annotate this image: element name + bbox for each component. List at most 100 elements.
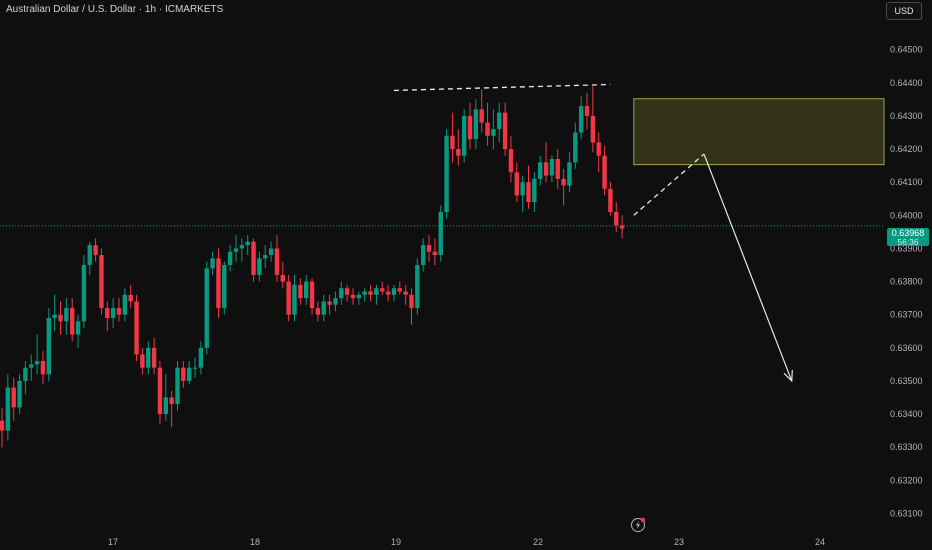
candle-body[interactable] (368, 291, 373, 295)
candle-body[interactable] (438, 212, 443, 256)
candle-body[interactable] (87, 245, 92, 265)
currency-button[interactable]: USD (886, 2, 922, 20)
candle-body[interactable] (450, 135, 455, 150)
candle-body[interactable] (34, 361, 40, 365)
candle-body[interactable] (415, 265, 420, 309)
candle-body[interactable] (514, 172, 519, 196)
lightning-icon[interactable] (630, 517, 646, 533)
symbol-title[interactable]: Australian Dollar / U.S. Dollar · 1h · I… (6, 4, 224, 15)
candle-body[interactable] (567, 162, 572, 186)
candle-body[interactable] (99, 255, 104, 309)
candle-body[interactable] (128, 294, 133, 302)
candle-body[interactable] (327, 301, 332, 305)
candle-body[interactable] (210, 258, 215, 269)
candle-body[interactable] (181, 367, 186, 381)
candle-body[interactable] (75, 321, 81, 335)
candle-body[interactable] (227, 251, 233, 265)
candle-body[interactable] (532, 178, 537, 203)
candle-body[interactable] (573, 132, 578, 163)
candle-body[interactable] (596, 142, 601, 156)
candle-body[interactable] (403, 291, 408, 295)
candle-body[interactable] (432, 251, 438, 256)
candle-body[interactable] (257, 258, 262, 275)
candle-body[interactable] (46, 318, 51, 375)
candle-body[interactable] (549, 159, 555, 176)
candle-body[interactable] (508, 149, 514, 173)
candle-body[interactable] (614, 212, 619, 226)
candle-body[interactable] (362, 291, 367, 295)
candle-body[interactable] (385, 291, 391, 295)
resistance-zone[interactable] (633, 98, 885, 166)
candle-body[interactable] (140, 354, 145, 368)
candle-body[interactable] (456, 149, 461, 156)
candle-body[interactable] (321, 301, 326, 315)
candle-body[interactable] (344, 288, 350, 295)
candle-body[interactable] (356, 294, 362, 299)
candle-body[interactable] (421, 245, 426, 265)
candle-body[interactable] (473, 109, 479, 140)
candle-body[interactable] (40, 361, 46, 375)
candle-body[interactable] (245, 241, 250, 246)
candle-body[interactable] (105, 308, 110, 318)
candle-body[interactable] (198, 347, 204, 368)
candle-body[interactable] (467, 115, 473, 140)
candle-body[interactable] (485, 122, 490, 136)
candle-body[interactable] (339, 288, 344, 299)
candle-body[interactable] (608, 188, 613, 212)
candle-body[interactable] (292, 284, 297, 315)
candle-body[interactable] (555, 159, 560, 179)
candle-body[interactable] (0, 420, 5, 431)
candle-body[interactable] (526, 182, 531, 203)
candle-body[interactable] (374, 288, 379, 295)
candle-body[interactable] (409, 294, 414, 309)
candle-body[interactable] (110, 308, 116, 318)
candle-body[interactable] (222, 265, 227, 309)
candle-body[interactable] (309, 281, 315, 309)
candle-body[interactable] (93, 245, 98, 256)
candle-body[interactable] (380, 288, 385, 292)
candle-body[interactable] (602, 155, 607, 189)
candle-body[interactable] (274, 248, 280, 275)
candle-body[interactable] (58, 314, 63, 322)
candle-body[interactable] (315, 308, 321, 315)
candle-body[interactable] (29, 364, 34, 368)
candle-body[interactable] (391, 288, 397, 295)
candle-body[interactable] (70, 308, 75, 335)
candle-body[interactable] (578, 106, 584, 133)
projection-arrow[interactable] (703, 153, 793, 382)
candle-body[interactable] (268, 248, 274, 256)
candle-body[interactable] (163, 397, 168, 415)
candle-body[interactable] (116, 308, 122, 315)
candle-body[interactable] (298, 284, 303, 299)
candle-body[interactable] (192, 367, 198, 369)
candle-body[interactable] (157, 367, 163, 415)
candle-body[interactable] (122, 294, 128, 315)
candle-body[interactable] (497, 112, 502, 130)
candle-body[interactable] (251, 241, 256, 275)
candle-body[interactable] (169, 397, 174, 405)
double-top-line[interactable] (393, 83, 611, 92)
candle-body[interactable] (5, 387, 11, 431)
candle-body[interactable] (333, 298, 338, 305)
candle-body[interactable] (11, 387, 16, 408)
candle-body[interactable] (350, 294, 356, 299)
candle-body[interactable] (479, 109, 484, 123)
candle-body[interactable] (461, 115, 467, 156)
candle-body[interactable] (151, 347, 157, 368)
candle-body[interactable] (502, 112, 508, 150)
candle-body[interactable] (561, 178, 566, 186)
candle-body[interactable] (280, 274, 285, 282)
candle-body[interactable] (64, 308, 69, 322)
candle-body[interactable] (304, 281, 309, 299)
candle-body[interactable] (619, 225, 625, 229)
candle-body[interactable] (584, 106, 590, 116)
candle-body[interactable] (444, 135, 449, 212)
candle-body[interactable] (216, 258, 221, 309)
candle-body[interactable] (491, 129, 496, 136)
projection-dashed-line[interactable] (633, 153, 705, 216)
candle-body[interactable] (397, 288, 402, 292)
candle-body[interactable] (175, 367, 180, 405)
candle-body[interactable] (233, 248, 239, 252)
candle-body[interactable] (23, 367, 28, 381)
